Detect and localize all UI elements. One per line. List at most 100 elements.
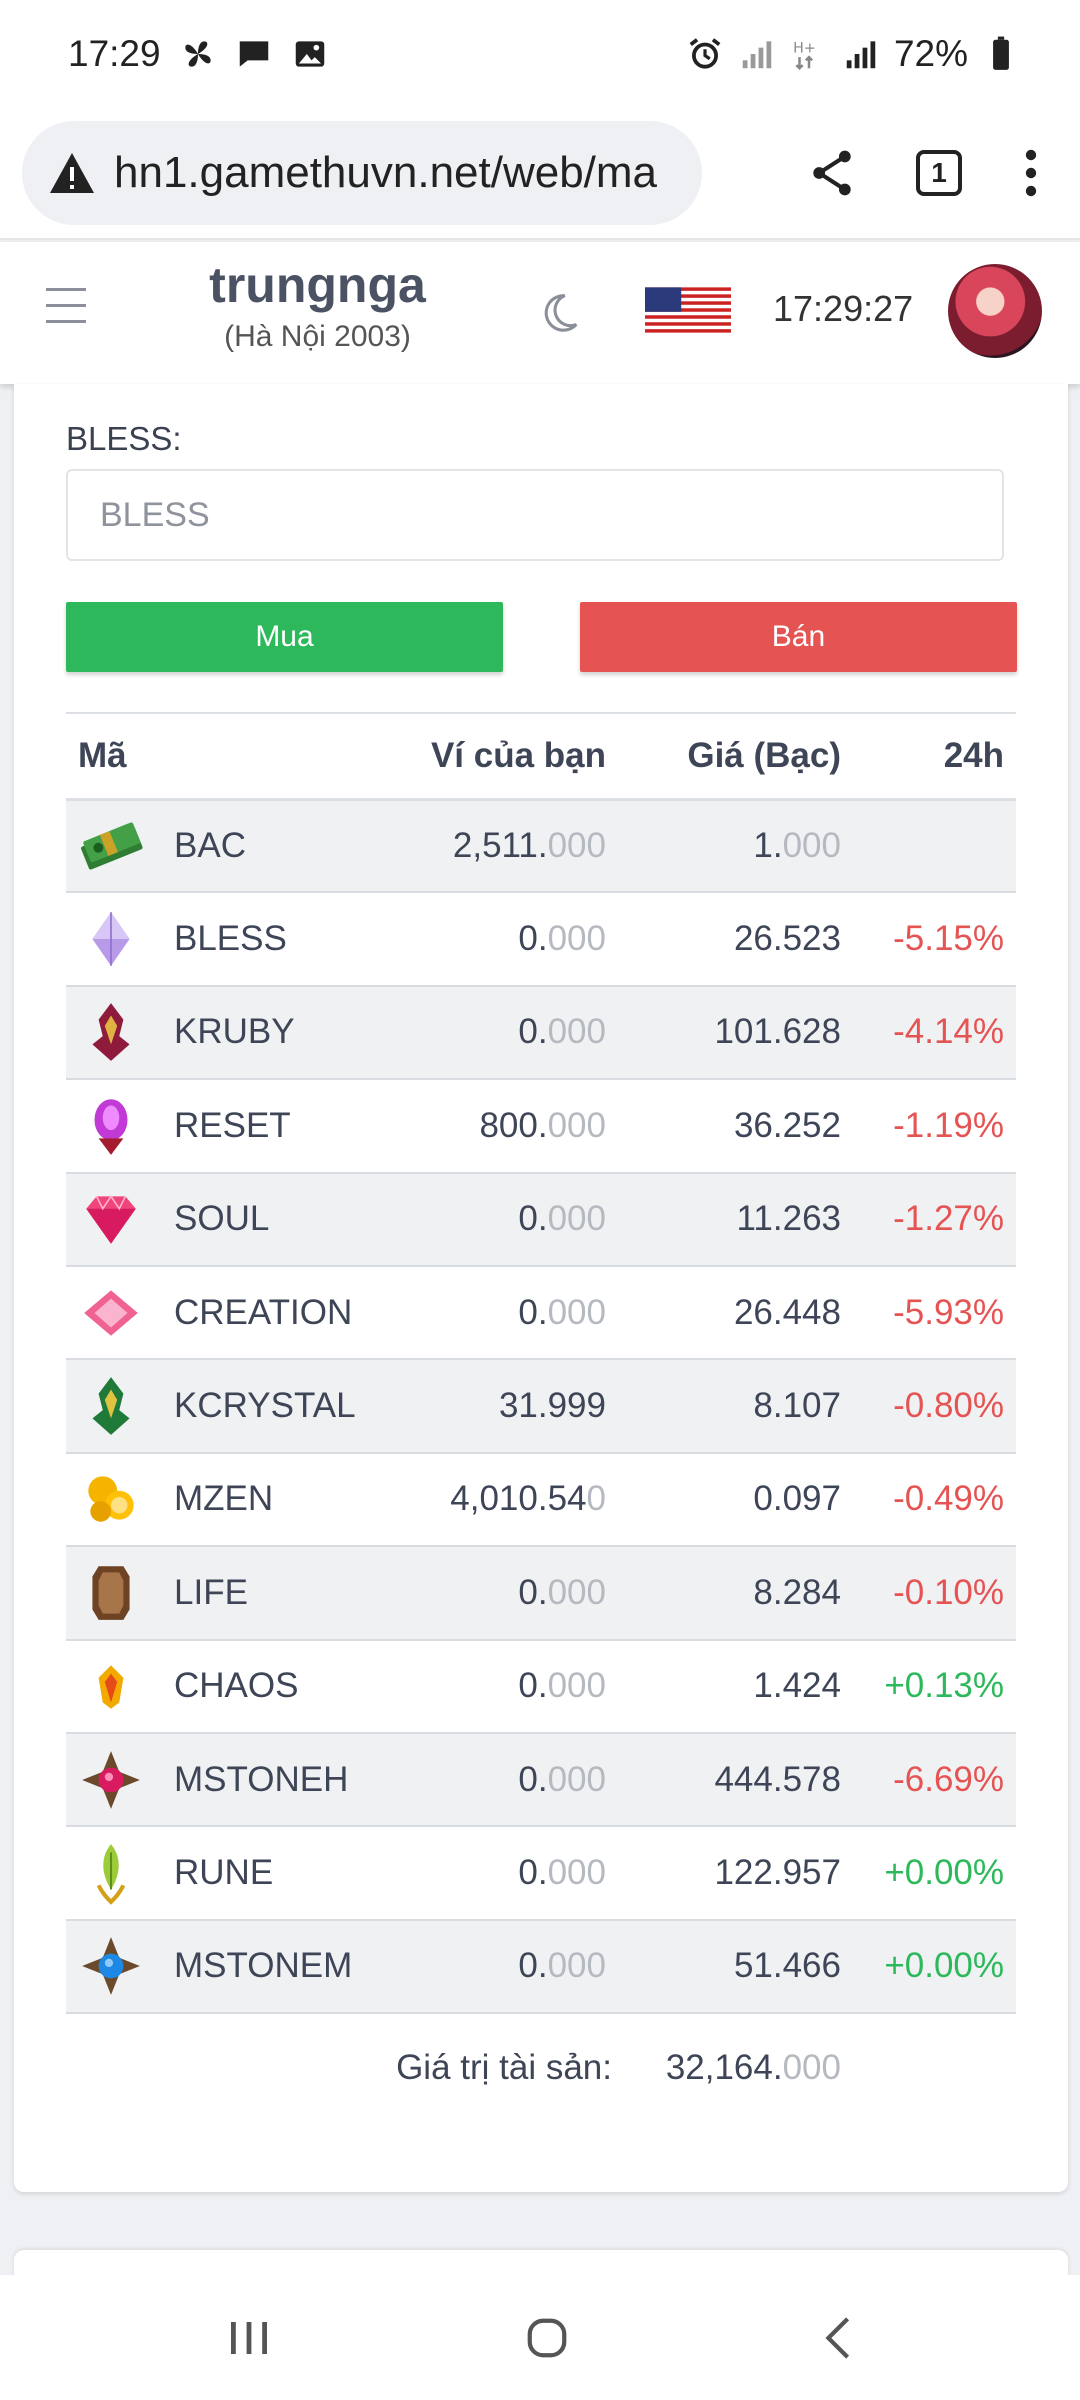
change-value: -5.15%: [893, 919, 1004, 959]
us-flag-icon[interactable]: [645, 287, 731, 333]
brand[interactable]: trungnga (Hà Nội 2003): [170, 256, 465, 354]
wallet-value: 4,010.54: [450, 1479, 587, 1519]
chat-icon: [239, 41, 268, 67]
table-row[interactable]: MZEN 4,010.540 0.097 -0.49%: [66, 1453, 1016, 1547]
life-crystal-icon: [92, 1566, 130, 1620]
table-row[interactable]: CREATION 0.000 26.448 -5.93%: [66, 1266, 1016, 1360]
table-row[interactable]: RESET 800.000 36.252 -1.19%: [66, 1079, 1016, 1173]
change-value: -5.93%: [893, 1292, 1004, 1332]
wallet-value: 0.: [518, 1199, 548, 1239]
wallet-value: 0.: [518, 1572, 548, 1612]
wallet-decimals: 000: [547, 1572, 606, 1612]
wallet-decimals: 000: [547, 1012, 606, 1052]
asset-code: MZEN: [174, 1479, 274, 1519]
tab-count: 1: [931, 157, 947, 188]
data-hplus-icon: H+: [793, 40, 816, 71]
table-row[interactable]: SOUL 0.000 11.263 -1.27%: [66, 1172, 1016, 1266]
sell-button[interactable]: Bán: [580, 602, 1017, 672]
green-rune-icon: [92, 1377, 130, 1435]
column-wallet[interactable]: Ví của bạn: [430, 735, 606, 775]
table-row[interactable]: KCRYSTAL 31.999 8.107 -0.80%: [66, 1359, 1016, 1453]
asset-table: Mã Ví của bạn Giá (Bạc) 24h BAC 2,511.00…: [66, 712, 1016, 2014]
price-value: 0.097: [753, 1479, 841, 1519]
column-change[interactable]: 24h: [943, 735, 1004, 775]
column-code[interactable]: Mã: [78, 735, 127, 775]
wallet-value: 2,511.: [452, 825, 548, 865]
navigation-bar: [0, 2275, 1080, 2400]
share-icon[interactable]: [810, 149, 854, 197]
asset-code: RESET: [174, 1105, 291, 1145]
table-row[interactable]: KRUBY 0.000 101.628 -4.14%: [66, 985, 1016, 1080]
wallet-value: 0.: [518, 1852, 548, 1892]
wallet-value: 0.: [518, 919, 548, 959]
signal-icon-2: [846, 41, 876, 69]
price-value: 11.263: [736, 1199, 841, 1239]
change-value: [841, 799, 1016, 892]
home-icon[interactable]: [524, 2315, 570, 2361]
table-row[interactable]: CHAOS 0.000 1.424 +0.13%: [66, 1640, 1016, 1733]
amount-input[interactable]: [66, 469, 1004, 561]
table-row[interactable]: MSTONEM 0.000 51.466 +0.00%: [66, 1919, 1016, 2014]
table-row[interactable]: MSTONEH 0.000 444.578 -6.69%: [66, 1732, 1016, 1827]
asset-code: CREATION: [174, 1292, 353, 1332]
username: trungnga: [209, 257, 426, 313]
gold-coins-icon: [88, 1476, 134, 1523]
battery-icon: [993, 36, 1009, 70]
wallet-decimals: 000: [547, 1946, 606, 1986]
change-value: -0.49%: [893, 1479, 1004, 1519]
table-row[interactable]: LIFE 0.000 8.284 -0.10%: [66, 1546, 1016, 1640]
signal-icon: [742, 41, 772, 69]
asset-code: CHAOS: [174, 1666, 299, 1706]
purple-gem-icon: [92, 912, 130, 966]
tab-switcher-button[interactable]: 1: [916, 150, 962, 196]
wallet-decimals: 0: [586, 1479, 606, 1519]
fan-icon: [184, 41, 211, 67]
buy-button[interactable]: Mua: [66, 602, 503, 672]
change-value: -1.19%: [893, 1105, 1004, 1145]
change-value: -0.10%: [893, 1572, 1004, 1612]
column-price[interactable]: Giá (Bạc): [687, 735, 841, 775]
wallet-decimals: 000: [547, 1199, 606, 1239]
price-value: 8.284: [753, 1572, 841, 1612]
back-icon[interactable]: [823, 2315, 853, 2361]
wallet-decimals: 000: [547, 1292, 606, 1332]
change-value: +0.13%: [884, 1666, 1004, 1706]
wallet-decimals: 000: [547, 1666, 606, 1706]
table-row[interactable]: BLESS 0.000 26.523 -5.15%: [66, 892, 1016, 986]
table-row[interactable]: RUNE 0.000 122.957 +0.00%: [66, 1826, 1016, 1920]
menu-icon[interactable]: [46, 288, 86, 324]
browser-toolbar: hn1.gamethuvn.net/web/ma 1: [0, 108, 1080, 240]
price-value: 1.424: [753, 1666, 841, 1706]
red-rune-icon: [92, 1003, 130, 1062]
change-value: -6.69%: [893, 1759, 1004, 1799]
image-icon: [295, 41, 324, 67]
price-value: 36.252: [733, 1105, 841, 1145]
wallet-value: 800.: [479, 1105, 548, 1145]
svg-text:H+: H+: [793, 40, 816, 56]
change-value: -1.27%: [893, 1199, 1004, 1239]
total-value-main: 32,164.: [665, 2048, 783, 2087]
avatar[interactable]: [948, 264, 1042, 358]
creation-gem-icon: [84, 1289, 138, 1336]
warning-icon[interactable]: [48, 151, 96, 195]
wallet-decimals: 000: [547, 1759, 606, 1799]
price-value: 8.107: [753, 1386, 841, 1426]
pink-diamond-icon: [86, 1195, 136, 1244]
blue-star-stone-icon: [82, 1937, 140, 1996]
moon-icon[interactable]: [536, 290, 582, 336]
alarm-icon: [689, 38, 721, 69]
reset-jewel-icon: [94, 1099, 128, 1155]
asset-code: KRUBY: [174, 1012, 295, 1052]
address-bar[interactable]: hn1.gamethuvn.net/web/ma: [22, 121, 702, 225]
chaos-jewel-icon: [98, 1665, 124, 1709]
url-text[interactable]: hn1.gamethuvn.net/web/ma: [114, 148, 658, 197]
more-options-icon[interactable]: [1024, 149, 1038, 197]
wallet-value: 0.: [518, 1292, 548, 1332]
wallet-value: 0.: [518, 1946, 548, 1986]
wallet-decimals: 000: [547, 919, 606, 959]
recent-apps-icon[interactable]: [227, 2318, 271, 2358]
table-row[interactable]: BAC 2,511.000 1.000: [66, 799, 1016, 893]
site-header: trungnga (Hà Nội 2003) 17:29:27: [0, 242, 1080, 384]
total-label: Giá trị tài sản:: [396, 2048, 612, 2087]
price-decimals: 000: [782, 825, 841, 865]
